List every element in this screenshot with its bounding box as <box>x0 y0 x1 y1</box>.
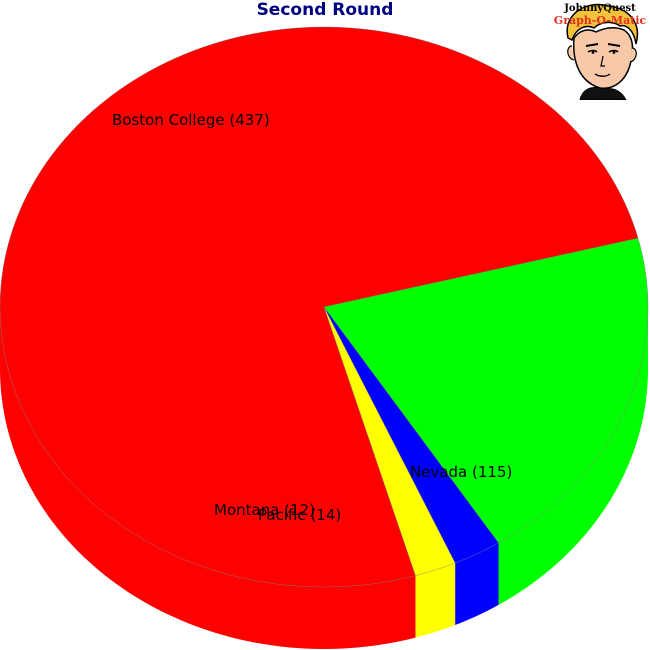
pie-top-faces <box>0 26 649 588</box>
pie-side-boston-college <box>0 308 416 649</box>
logo-brand-bottom: Graph-O-Matic <box>553 14 647 27</box>
pie-label-montana: Montana (12) <box>214 501 315 519</box>
pie-side-montana <box>415 563 456 638</box>
pie-labels: Boston College (437) Nevada (115) Pacific … <box>112 111 512 524</box>
pie-label-pacific: Pacific (14) <box>258 506 341 524</box>
pie-slice-nevada <box>323 237 649 544</box>
pie-side-nevada <box>498 310 648 605</box>
pie-slice-boston-college <box>0 26 639 588</box>
chart-title: Second Round <box>256 0 394 20</box>
pie-side-pacific <box>455 542 499 626</box>
pie-side-walls <box>0 308 648 649</box>
pie-label-boston-college: Boston College (437) <box>112 111 270 129</box>
logo-face-icon <box>566 3 639 101</box>
pie-slice-montana <box>323 306 456 576</box>
pie-label-nevada: Nevada (115) <box>410 463 512 481</box>
logo-brand-top: JohnnyQuest <box>564 3 636 14</box>
pie-slice-pacific <box>323 306 499 564</box>
logo: JohnnyQuest Graph-O-Matic <box>550 0 650 101</box>
